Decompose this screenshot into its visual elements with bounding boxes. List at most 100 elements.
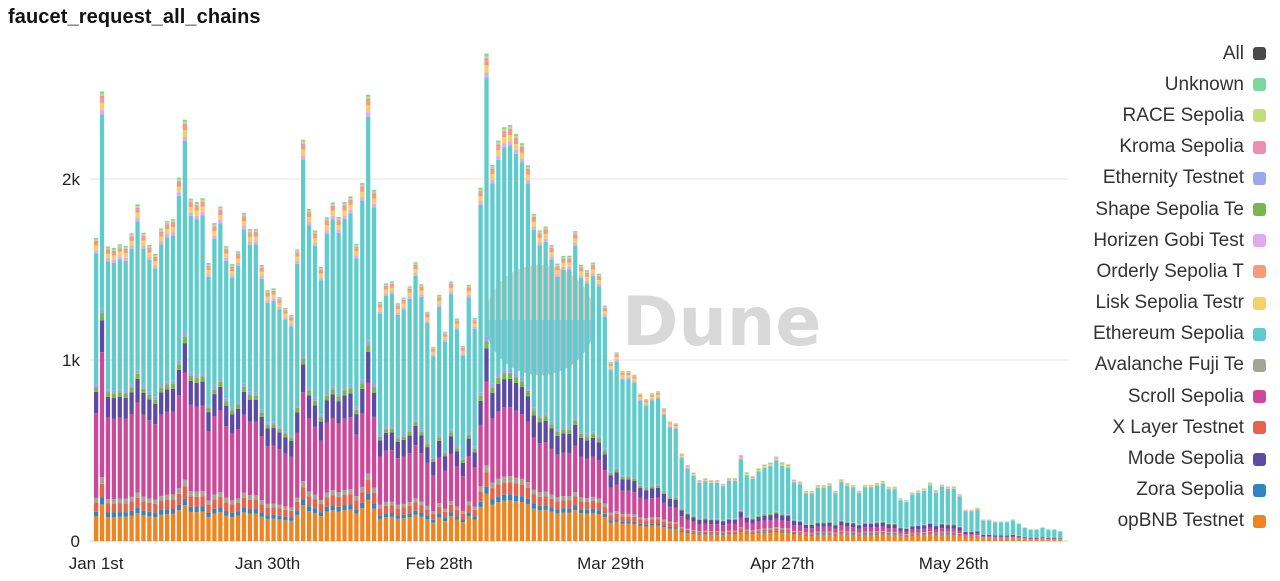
bar-segment [720,520,726,521]
legend-item[interactable]: X Layer Testnet [1066,412,1266,443]
legend-item[interactable]: Scroll Sepolia [1066,381,1266,412]
bar-segment [709,518,714,520]
legend-item[interactable]: Zora Sepolia [1066,475,1266,506]
bar-segment [99,477,105,484]
bar-segment [851,522,856,523]
legend-item[interactable]: opBNB Testnet [1066,506,1266,537]
bar-segment [803,493,809,524]
bar-segment [295,249,300,251]
bar-segment [224,426,229,498]
legend-item[interactable]: Horizen Gobi Test [1066,225,1266,256]
legend-item[interactable]: Shape Sepolia Te [1066,194,1266,225]
bar-segment [259,267,264,270]
legend-item[interactable]: Avalanche Fuji Te [1066,350,1266,381]
bar-segment [892,487,897,488]
bar-stack [732,477,738,541]
bar-segment [803,524,809,525]
bar-segment [265,445,270,504]
bar-segment [295,501,300,511]
bar-segment [188,506,193,512]
bar-segment [182,121,187,124]
bar-segment [431,456,436,459]
bar-segment [218,381,223,387]
bar-segment [271,294,276,299]
legend-item[interactable]: Orderly Sepolia T [1066,256,1266,287]
bar-stack [188,198,193,541]
bar-segment [99,483,105,498]
bar-segment [431,356,436,457]
bar-segment [371,198,377,204]
bar-segment [638,525,643,541]
bar-segment [768,531,773,533]
bar-segment [164,224,170,226]
bar-segment [626,371,631,372]
legend-item[interactable]: Kroma Sepolia [1066,132,1266,163]
bar-segment [839,530,844,532]
bar-segment [141,235,146,238]
bar-segment [484,486,489,494]
bar-segment [218,209,223,212]
bar-segment [448,287,454,292]
bar-segment [821,487,826,522]
bar-segment [247,495,253,500]
legend-item[interactable]: Ethereum Sepolia [1066,319,1266,350]
bar-segment [324,230,329,234]
bar-stack [235,251,241,541]
legend-item[interactable]: Unknown [1066,69,1266,100]
bar-segment [531,410,536,416]
bar-segment [206,407,211,413]
bar-segment [1058,531,1063,539]
bar-segment [111,248,116,250]
bar-segment [922,532,927,535]
bar-segment [283,453,288,507]
bar-segment [478,192,483,197]
bar-segment [478,196,483,202]
bar-segment [123,390,128,394]
bar-segment [691,473,696,475]
bar-segment [715,519,720,521]
bar-segment [395,508,400,516]
bar-segment [425,519,430,541]
bar-segment [555,429,560,432]
bar-segment [253,395,258,401]
bar-stack [803,490,809,541]
bar-segment [868,534,874,541]
bar-segment [265,296,270,301]
bar-segment [377,311,383,314]
bar-segment [371,189,377,192]
legend-item[interactable]: Mode Sepolia [1066,443,1266,474]
bar-segment [377,304,383,306]
bar-segment [927,483,933,484]
bar-segment [206,431,211,501]
bar-segment [945,534,950,535]
bar-segment [153,253,158,256]
bar-segment [442,456,448,471]
bar-segment [549,448,554,495]
bar-segment [129,237,134,241]
legend-item[interactable]: Ethernity Testnet [1066,163,1266,194]
bar-stack [963,509,968,541]
bar-segment [815,487,820,522]
legend-item[interactable]: Lisk Sepolia Testr [1066,288,1266,319]
bar-segment [159,241,164,245]
bar-segment [342,207,347,211]
bar-segment [898,528,903,531]
bar-segment [880,483,885,484]
legend-item[interactable]: All [1066,38,1266,69]
bar-segment [94,391,99,414]
bar-segment [555,270,560,275]
bar-segment [105,499,111,504]
bar-segment [709,531,714,534]
bar-segment [413,275,418,420]
bar-segment [431,347,436,349]
bar-segment [886,487,891,489]
bar-segment [644,488,649,491]
bar-segment [673,428,678,497]
bar-segment [454,519,460,541]
bar-segment [786,465,791,466]
bar-segment [289,435,294,438]
bar-segment [862,534,868,541]
bar-segment [407,505,412,514]
bar-stack [200,198,205,541]
legend-item[interactable]: RACE Sepolia [1066,100,1266,131]
